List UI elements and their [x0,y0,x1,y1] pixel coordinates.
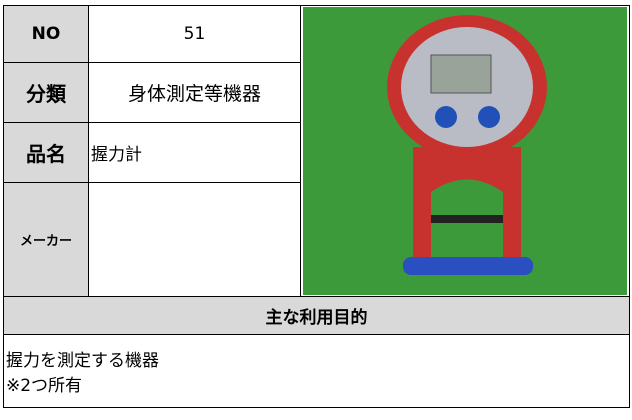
field-label: NO [3,5,89,63]
field-value [88,182,301,297]
field-label: 品名 [3,122,89,183]
field-value: 握力計 [88,122,301,183]
photo [303,7,627,295]
note-line: ※2つ所有 [6,376,83,396]
photo-cell [300,5,630,297]
note-line: 握力を測定する機器 [6,351,159,371]
field-label: メーカー [3,182,89,297]
field-value: 身体測定等機器 [88,62,301,123]
field-label: 分類 [3,62,89,123]
section-title: 主な利用目的 [3,296,630,335]
section-body: 握力を測定する機器 ※2つ所有 [3,334,630,408]
field-value: 51 [88,5,301,63]
